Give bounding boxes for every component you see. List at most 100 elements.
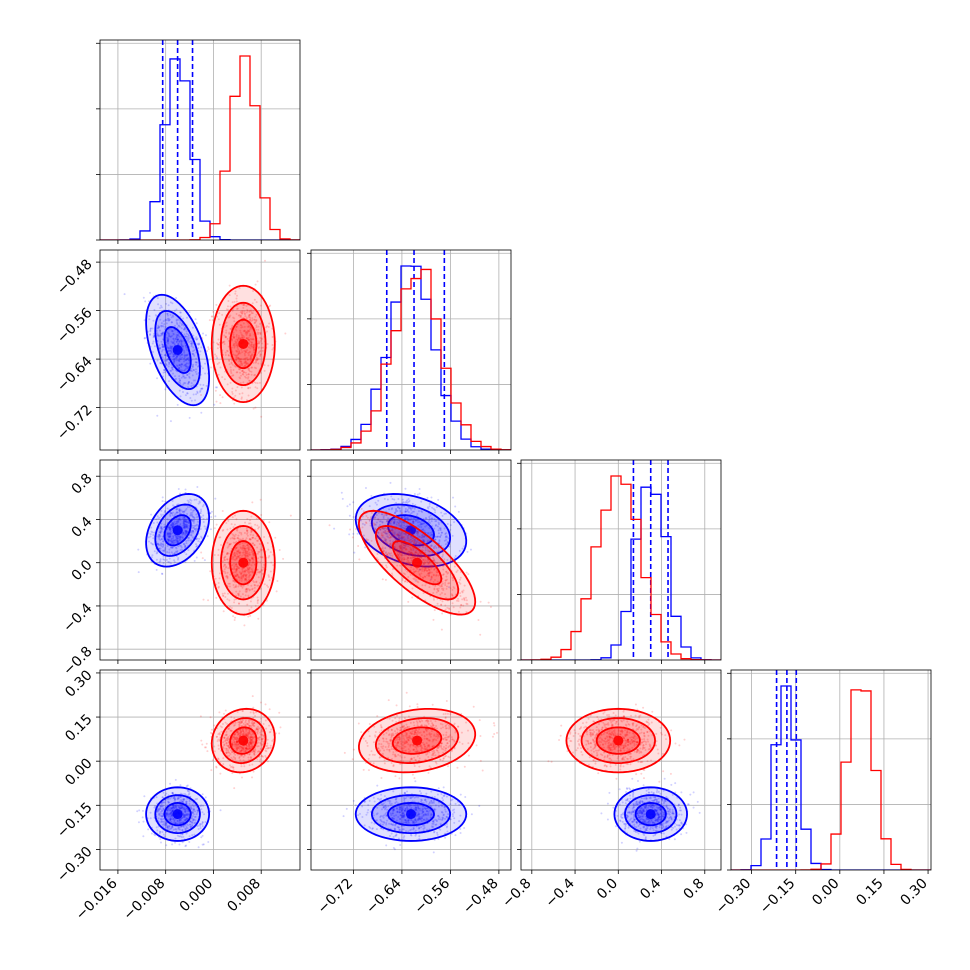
scatter-point — [185, 817, 188, 820]
scatter-point — [412, 522, 415, 525]
scatter-point — [221, 341, 224, 344]
scatter-point — [176, 339, 179, 342]
scatter-point — [206, 535, 209, 538]
scatter-point — [237, 337, 240, 340]
scatter-point — [215, 355, 218, 358]
scatter-point — [438, 527, 441, 530]
scatter-point — [421, 522, 424, 525]
scatter-point — [434, 538, 437, 541]
scatter-point — [239, 371, 242, 374]
scatter-point — [247, 570, 250, 573]
scatter-point — [228, 751, 231, 754]
scatter-point — [249, 337, 252, 340]
scatter-point — [183, 526, 186, 529]
scatter-point — [442, 589, 445, 592]
scatter-point — [149, 291, 152, 294]
scatter-point — [422, 558, 425, 561]
scatter-point — [201, 387, 204, 390]
scatter-point — [399, 556, 402, 559]
scatter-point — [385, 566, 388, 569]
scatter-point — [479, 633, 482, 636]
scatter-point — [421, 511, 424, 514]
scatter-point — [259, 733, 262, 736]
scatter-point — [192, 352, 195, 355]
scatter-point — [161, 324, 164, 327]
scatter-point — [393, 521, 396, 524]
scatter-point — [440, 584, 443, 587]
scatter-point — [391, 529, 394, 532]
scatter-point — [247, 568, 250, 571]
scatter-point — [166, 314, 169, 317]
scatter-point — [397, 551, 400, 554]
scatter-point — [162, 540, 165, 543]
scatter-point — [387, 530, 390, 533]
scatter-point — [252, 712, 255, 715]
scatter-point — [186, 353, 189, 356]
scatter-point — [379, 528, 382, 531]
scatter-point — [231, 350, 234, 353]
scatter-point — [419, 523, 422, 526]
scatter-point — [200, 536, 203, 539]
scatter-point — [190, 816, 193, 819]
scatter-point — [160, 815, 163, 818]
scatter-point — [198, 500, 201, 503]
scatter-point — [381, 546, 384, 549]
scatter-point — [170, 349, 173, 352]
scatter-point — [210, 366, 213, 369]
scatter-point — [251, 317, 254, 320]
scatter-point — [171, 368, 174, 371]
scatter-point — [422, 528, 425, 531]
scatter-point — [413, 539, 416, 542]
scatter-point — [391, 556, 394, 559]
scatter-point — [183, 522, 186, 525]
scatter-point — [182, 825, 185, 828]
scatter-point — [282, 557, 285, 560]
scatter-point — [408, 539, 411, 542]
scatter-point — [171, 826, 174, 829]
scatter-point — [417, 553, 420, 556]
scatter-point — [166, 808, 169, 811]
scatter-point — [153, 806, 156, 809]
scatter-point — [165, 302, 168, 305]
scatter-point — [161, 815, 164, 818]
scatter-point — [255, 324, 258, 327]
scatter-point — [409, 539, 412, 542]
scatter-point — [433, 567, 436, 570]
scatter-point — [241, 548, 244, 551]
scatter-point — [186, 339, 189, 342]
scatter-point — [168, 825, 171, 828]
scatter-point — [173, 819, 176, 822]
scatter-point — [479, 600, 482, 603]
scatter-point — [256, 732, 259, 735]
scatter-point — [177, 318, 180, 321]
scatter-point — [231, 564, 234, 567]
scatter-point — [193, 516, 196, 519]
scatter-point — [358, 558, 361, 561]
scatter-point — [164, 354, 167, 357]
scatter-point — [251, 721, 254, 724]
scatter-point — [417, 581, 420, 584]
scatter-point — [242, 544, 245, 547]
scatter-point — [179, 795, 182, 798]
scatter-point — [168, 828, 171, 831]
scatter-point — [237, 593, 240, 596]
scatter-point — [175, 828, 178, 831]
scatter-point — [185, 526, 188, 529]
scatter-point — [191, 815, 194, 818]
scatter-point — [183, 333, 186, 336]
scatter-point — [444, 535, 447, 538]
scatter-point — [398, 545, 401, 548]
scatter-point — [180, 365, 183, 368]
scatter-point — [246, 589, 249, 592]
scatter-point — [181, 536, 184, 539]
scatter-point — [172, 333, 175, 336]
scatter-point — [169, 369, 172, 372]
scatter-point — [168, 334, 171, 337]
scatter-point — [241, 336, 244, 339]
scatter-point — [249, 574, 252, 577]
scatter-point — [353, 551, 356, 554]
scatter-point — [192, 809, 195, 812]
scatter-point — [244, 365, 247, 368]
scatter-point — [184, 523, 187, 526]
scatter-point — [164, 824, 167, 827]
